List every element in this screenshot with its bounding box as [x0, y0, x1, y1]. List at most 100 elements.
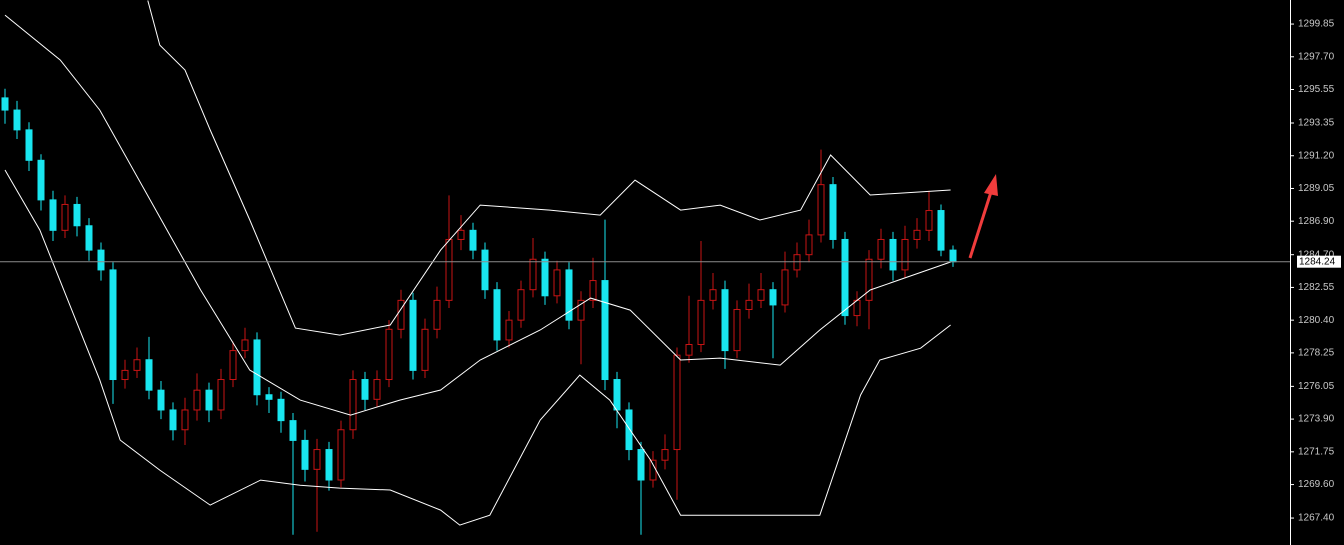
candle-body — [277, 398, 285, 422]
y-tick-label: 1286.90 — [1298, 216, 1335, 227]
candle-body — [73, 203, 81, 227]
candle-body — [337, 429, 345, 481]
candle-body — [565, 269, 573, 321]
candle-body — [505, 319, 513, 341]
current-price-label: 1284.24 — [1299, 256, 1336, 267]
candle-body — [37, 159, 45, 201]
y-tick-label: 1293.35 — [1298, 118, 1335, 129]
candle-body — [481, 249, 489, 291]
candle-body — [613, 379, 621, 411]
candle-body — [313, 449, 321, 470]
candle-body — [241, 339, 249, 352]
candle-body — [697, 299, 705, 346]
candle-body — [421, 328, 429, 371]
candles — [1, 88, 957, 535]
candle-body — [181, 409, 189, 431]
y-tick-label: 1278.25 — [1298, 348, 1335, 359]
candle-body — [1, 97, 9, 111]
current-price-box — [1297, 255, 1341, 268]
candle-body — [553, 269, 561, 297]
candle-body — [157, 389, 165, 411]
candle-body — [745, 299, 753, 310]
candle-body — [205, 389, 213, 411]
arrow-shaft — [968, 191, 993, 259]
candle-body — [517, 289, 525, 321]
y-tick-label: 1284.70 — [1298, 249, 1335, 260]
candle-body — [673, 354, 681, 451]
bollinger-band — [147, 0, 951, 336]
candle-body — [253, 339, 261, 396]
candle-body — [949, 249, 957, 263]
candle-body — [829, 184, 837, 240]
candle-body — [409, 299, 417, 371]
candle-body — [793, 254, 801, 271]
candle-body — [781, 269, 789, 306]
candle-body — [889, 238, 897, 271]
candle-body — [121, 369, 129, 381]
candle-body — [625, 409, 633, 451]
y-tick-label: 1273.90 — [1298, 414, 1335, 425]
y-tick-label: 1295.55 — [1298, 84, 1335, 95]
bollinger-band — [4, 169, 951, 526]
arrow-head — [984, 174, 998, 196]
candle-body — [901, 238, 909, 271]
candle-body — [145, 359, 153, 391]
y-tick-label: 1299.85 — [1298, 19, 1335, 30]
candle-body — [61, 203, 69, 231]
candle-body — [217, 379, 225, 411]
candle-body — [721, 289, 729, 352]
candle-body — [169, 409, 177, 431]
candle-body — [925, 210, 933, 231]
candle-body — [817, 184, 825, 236]
y-tick-label: 1280.40 — [1298, 315, 1335, 326]
candle-body — [685, 344, 693, 356]
candle-body — [397, 299, 405, 330]
candle-body — [193, 389, 201, 411]
y-tick-label: 1291.20 — [1298, 150, 1335, 161]
candle-body — [877, 238, 885, 260]
candle-body — [361, 379, 369, 400]
candle-body — [577, 299, 585, 321]
candle-body — [937, 210, 945, 251]
up-arrow-annotation — [968, 174, 998, 259]
candle-body — [709, 289, 717, 301]
candle-body — [649, 459, 657, 481]
candle-body — [229, 350, 237, 381]
candle-body — [109, 269, 117, 381]
bollinger-band — [4, 14, 951, 416]
y-tick-label: 1269.60 — [1298, 479, 1335, 490]
y-tick-label: 1282.55 — [1298, 282, 1335, 293]
candle-body — [589, 280, 597, 301]
y-tick-label: 1267.40 — [1298, 513, 1335, 524]
candle-body — [469, 229, 477, 251]
y-tick-label: 1271.75 — [1298, 446, 1335, 457]
candle-body — [97, 249, 105, 271]
candle-body — [457, 229, 465, 240]
candle-body — [541, 258, 549, 297]
y-tick-label: 1289.05 — [1298, 183, 1335, 194]
candle-body — [769, 289, 777, 306]
candle-body — [289, 420, 297, 441]
candle-body — [601, 280, 609, 381]
candle-body — [133, 359, 141, 371]
candle-body — [301, 439, 309, 470]
candle-body — [373, 379, 381, 400]
candle-body — [49, 199, 57, 231]
candle-body — [529, 258, 537, 291]
candle-body — [637, 449, 645, 481]
candle-body — [349, 379, 357, 431]
candle-body — [913, 229, 921, 240]
candle-body — [445, 238, 453, 301]
y-tick-label: 1276.05 — [1298, 381, 1335, 392]
candle-body — [865, 258, 873, 301]
candle-body — [661, 449, 669, 461]
candle-body — [733, 308, 741, 352]
candle-body — [325, 449, 333, 481]
candle-body — [85, 225, 93, 251]
candle-body — [13, 109, 21, 131]
candle-body — [757, 289, 765, 301]
candle-body — [265, 394, 273, 400]
candle-body — [493, 289, 501, 341]
